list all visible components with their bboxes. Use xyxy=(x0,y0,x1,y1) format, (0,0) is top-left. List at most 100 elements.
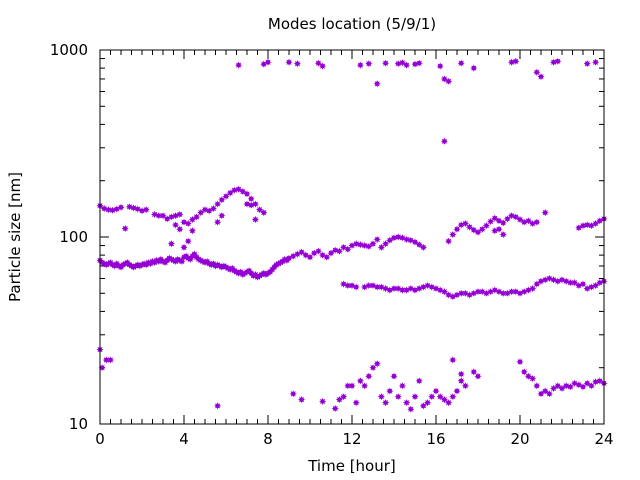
data-point xyxy=(579,383,587,391)
data-point xyxy=(453,225,461,233)
data-point xyxy=(214,218,222,226)
data-point xyxy=(214,402,222,410)
data-point xyxy=(159,212,167,220)
data-point xyxy=(386,387,394,395)
data-point xyxy=(130,204,138,212)
data-point xyxy=(327,249,335,257)
data-point xyxy=(394,233,402,241)
data-point xyxy=(298,248,306,256)
data-point xyxy=(256,206,264,214)
data-point xyxy=(592,219,600,228)
data-point xyxy=(121,224,129,233)
data-point xyxy=(180,243,188,251)
data-point xyxy=(365,281,373,290)
data-point xyxy=(369,364,377,372)
data-point xyxy=(537,73,545,81)
data-point xyxy=(541,209,549,217)
data-point xyxy=(205,207,213,215)
data-point xyxy=(436,62,444,70)
data-point xyxy=(365,60,373,68)
data-point xyxy=(235,61,243,69)
data-point xyxy=(512,213,520,221)
data-point xyxy=(373,283,381,291)
data-point xyxy=(314,59,322,67)
data-point xyxy=(172,221,180,229)
data-point xyxy=(361,382,369,390)
data-point xyxy=(529,374,537,383)
data-point xyxy=(411,238,419,246)
data-point xyxy=(571,279,579,287)
data-point xyxy=(218,212,226,220)
data-point xyxy=(260,209,268,217)
data-point xyxy=(142,206,150,214)
data-point xyxy=(508,212,516,220)
data-point xyxy=(106,356,115,364)
data-point xyxy=(449,393,457,401)
data-point xyxy=(537,390,545,398)
data-point xyxy=(373,235,381,244)
data-point xyxy=(176,210,184,219)
data-point xyxy=(100,204,108,213)
data-point xyxy=(558,384,566,393)
data-point xyxy=(554,57,562,65)
data-point xyxy=(293,60,301,68)
x-tick-label: 0 xyxy=(95,430,105,448)
data-point xyxy=(470,64,478,72)
data-point xyxy=(348,382,356,390)
data-point xyxy=(361,241,369,250)
data-point xyxy=(592,58,600,66)
plot-frame xyxy=(99,49,605,425)
data-point xyxy=(331,246,339,254)
data-point xyxy=(583,221,591,229)
data-point xyxy=(340,393,348,401)
data-point xyxy=(516,358,524,366)
data-point xyxy=(440,137,448,145)
data-point xyxy=(487,217,495,226)
data-point xyxy=(508,288,516,296)
data-point xyxy=(369,240,377,248)
data-point xyxy=(461,382,469,390)
data-point xyxy=(390,234,398,242)
data-point xyxy=(251,215,259,224)
data-point xyxy=(373,360,381,368)
x-tick-label: 12 xyxy=(342,430,361,448)
data-point xyxy=(419,402,427,410)
data-point xyxy=(545,390,553,398)
data-point xyxy=(579,222,587,230)
data-point xyxy=(356,61,364,69)
data-point xyxy=(117,203,125,211)
data-point xyxy=(453,387,461,395)
data-point xyxy=(592,281,600,290)
data-point xyxy=(314,247,322,255)
data-point xyxy=(188,215,196,224)
data-point xyxy=(344,281,352,290)
data-point xyxy=(382,59,390,67)
data-point xyxy=(373,80,381,88)
data-point xyxy=(508,58,516,66)
x-tick-label: 20 xyxy=(510,430,529,448)
data-point xyxy=(390,372,398,380)
data-point xyxy=(247,195,255,203)
data-point xyxy=(478,225,486,233)
data-point xyxy=(415,59,423,67)
data-point xyxy=(428,393,436,401)
data-point xyxy=(382,399,390,407)
data-point xyxy=(201,206,209,214)
data-point xyxy=(247,201,255,209)
data-point xyxy=(356,241,364,249)
data-point xyxy=(457,59,465,67)
data-point xyxy=(394,60,402,68)
data-point xyxy=(499,231,507,239)
data-point xyxy=(251,200,259,208)
data-point xyxy=(377,393,385,401)
data-point xyxy=(335,247,343,255)
data-point xyxy=(398,59,406,67)
data-point xyxy=(474,228,482,236)
data-point xyxy=(550,58,558,66)
data-point xyxy=(285,58,293,66)
data-point xyxy=(566,279,574,287)
data-point xyxy=(503,215,511,223)
data-point xyxy=(583,60,591,68)
data-point xyxy=(230,186,238,194)
data-point xyxy=(474,288,482,296)
